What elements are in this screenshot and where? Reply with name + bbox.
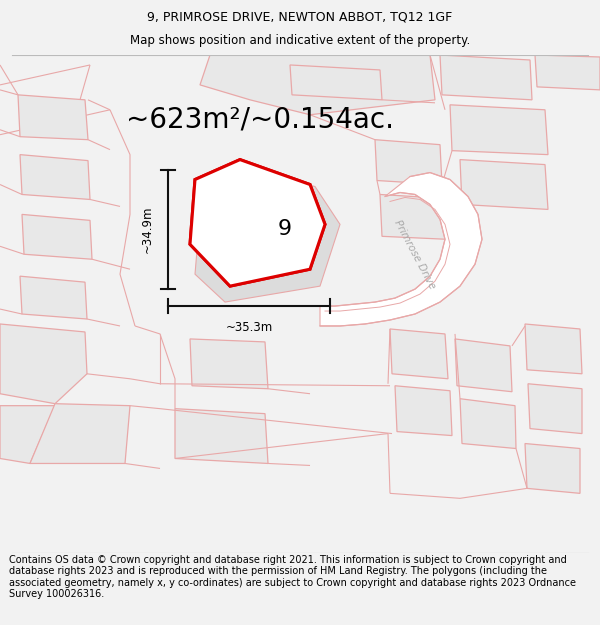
Polygon shape — [190, 339, 268, 389]
Text: Primrose Drive: Primrose Drive — [392, 218, 437, 291]
Polygon shape — [460, 399, 516, 449]
Polygon shape — [395, 386, 452, 436]
Polygon shape — [290, 65, 382, 100]
Polygon shape — [200, 55, 435, 115]
Polygon shape — [175, 409, 268, 464]
Polygon shape — [528, 384, 582, 434]
Polygon shape — [535, 55, 600, 90]
Text: ~623m²/~0.154ac.: ~623m²/~0.154ac. — [126, 106, 394, 134]
Text: ~35.3m: ~35.3m — [226, 321, 272, 334]
Polygon shape — [525, 444, 580, 493]
Polygon shape — [0, 324, 87, 404]
Polygon shape — [190, 159, 325, 286]
Polygon shape — [195, 164, 340, 302]
Polygon shape — [22, 214, 92, 259]
Text: 9, PRIMROSE DRIVE, NEWTON ABBOT, TQ12 1GF: 9, PRIMROSE DRIVE, NEWTON ABBOT, TQ12 1G… — [148, 11, 452, 24]
Polygon shape — [450, 105, 548, 154]
Polygon shape — [190, 159, 325, 286]
Polygon shape — [0, 406, 55, 464]
Polygon shape — [390, 329, 448, 379]
Polygon shape — [375, 139, 442, 184]
Text: ~34.9m: ~34.9m — [141, 206, 154, 253]
Text: 9: 9 — [278, 219, 292, 239]
Polygon shape — [30, 404, 130, 464]
Polygon shape — [18, 95, 88, 139]
Polygon shape — [20, 276, 87, 319]
Polygon shape — [380, 194, 447, 239]
Polygon shape — [525, 324, 582, 374]
Polygon shape — [320, 173, 482, 326]
Polygon shape — [455, 339, 512, 392]
Polygon shape — [440, 55, 532, 100]
Polygon shape — [460, 159, 548, 209]
Text: Contains OS data © Crown copyright and database right 2021. This information is : Contains OS data © Crown copyright and d… — [9, 554, 576, 599]
Polygon shape — [20, 154, 90, 199]
Text: Map shows position and indicative extent of the property.: Map shows position and indicative extent… — [130, 34, 470, 47]
